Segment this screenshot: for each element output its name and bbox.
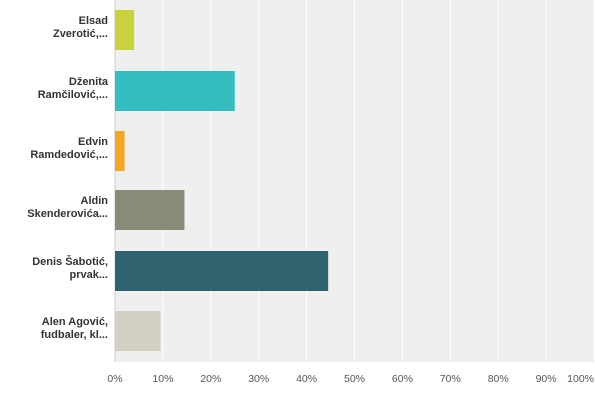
bar — [115, 251, 329, 291]
x-tick-label: 0% — [107, 373, 122, 385]
category-label: Ramdedović,... — [30, 149, 108, 161]
bar — [115, 190, 185, 230]
x-tick-label: 100% — [567, 373, 594, 385]
category-label: Alen Agović, — [42, 316, 108, 328]
x-tick-label: 30% — [248, 373, 269, 385]
category-label: Zverotić,... — [53, 28, 108, 40]
category-label: fudbaler, kl... — [41, 329, 108, 341]
x-tick-label: 20% — [200, 373, 221, 385]
bar — [115, 131, 125, 171]
category-label: Skenderovića... — [27, 208, 108, 220]
x-tick-label: 10% — [152, 373, 173, 385]
bar — [115, 10, 135, 50]
category-label: Elsad — [79, 15, 108, 27]
x-tick-label: 90% — [536, 373, 557, 385]
x-tick-label: 50% — [344, 373, 365, 385]
x-tick-label: 60% — [392, 373, 413, 385]
category-label: Edvin — [78, 136, 108, 148]
category-label: prvak... — [69, 269, 108, 281]
category-label: Dženita — [69, 76, 109, 88]
category-label: Ramčilović,... — [38, 89, 108, 101]
bar — [115, 311, 161, 351]
x-tick-label: 40% — [296, 373, 317, 385]
x-tick-label: 80% — [488, 373, 509, 385]
category-label: Denis Šabotić, — [32, 255, 108, 268]
bar — [115, 71, 235, 111]
x-tick-label: 70% — [440, 373, 461, 385]
category-label: Aldin — [81, 195, 109, 207]
